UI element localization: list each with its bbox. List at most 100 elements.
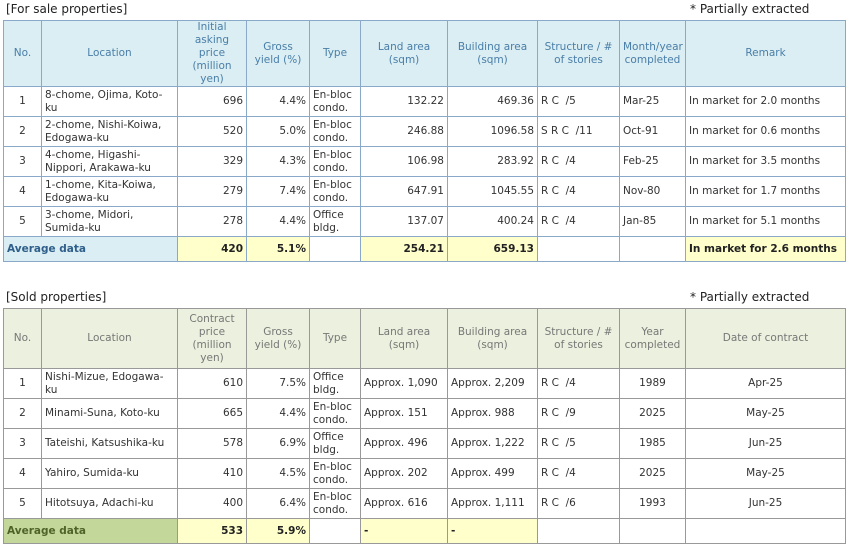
average-label: Average data xyxy=(3,236,178,262)
column-header: Building area (sqm) xyxy=(447,308,538,369)
table-cell: 4 xyxy=(3,458,42,489)
average-cell: 254.21 xyxy=(360,236,448,262)
table-cell: 2025 xyxy=(619,458,686,489)
table-cell: 5 xyxy=(3,206,42,237)
average-cell: - xyxy=(360,518,448,544)
column-header: Year completed xyxy=(619,308,686,369)
table-cell: En-bloc condo. xyxy=(309,176,361,207)
average-cell xyxy=(537,518,620,544)
table-cell: 647.91 xyxy=(360,176,448,207)
table-cell: Approx. 988 xyxy=(447,398,538,429)
table-cell: 7.4% xyxy=(246,176,310,207)
table-cell: 4.3% xyxy=(246,146,310,177)
table-cell: 578 xyxy=(177,428,247,459)
table-cell: 1989 xyxy=(619,368,686,399)
table-cell: En-bloc condo. xyxy=(309,146,361,177)
table-cell: Jun-25 xyxy=(685,428,846,459)
table-cell: En-bloc condo. xyxy=(309,116,361,147)
table-cell: 7.5% xyxy=(246,368,310,399)
table-row: 1 8-chome, Ojima, Koto-ku 696 4.4% En-bloc c… xyxy=(3,86,846,117)
table-cell: 3-chome, Midori, Sumida-ku xyxy=(41,206,178,237)
table-cell: 2 xyxy=(3,398,42,429)
column-header: Location xyxy=(41,308,178,369)
average-cell xyxy=(537,236,620,262)
table-cell: R C /5 xyxy=(537,428,620,459)
table-row: 5 Hitotsuya, Adachi-ku 400 6.4% En-bloc cond… xyxy=(3,488,846,519)
table-cell: 4.4% xyxy=(246,86,310,117)
column-header: Location xyxy=(41,20,178,87)
table-cell: R C /4 xyxy=(537,146,620,177)
column-header: Month/year completed xyxy=(619,20,686,87)
average-cell: 5.1% xyxy=(246,236,310,262)
average-cell: - xyxy=(447,518,538,544)
table-cell: 5.0% xyxy=(246,116,310,147)
table-cell: 4.4% xyxy=(246,398,310,429)
average-cell: 420 xyxy=(177,236,247,262)
table-cell: Nishi-Mizue, Edogawa-ku xyxy=(41,368,178,399)
table-cell: En-bloc condo. xyxy=(309,488,361,519)
table-row: 4 1-chome, Kita-Koiwa, Edogawa-ku 279 7.4% E… xyxy=(3,176,846,207)
section-label: [Sold properties] xyxy=(6,290,107,304)
table-cell: R C /4 xyxy=(537,176,620,207)
table-cell: 278 xyxy=(177,206,247,237)
table-cell: 2-chome, Nishi-Koiwa, Edogawa-ku xyxy=(41,116,178,147)
table-cell: 1096.58 xyxy=(447,116,538,147)
average-cell xyxy=(309,236,361,262)
table-cell: Approx. 499 xyxy=(447,458,538,489)
table-cell: 4.5% xyxy=(246,458,310,489)
table-cell: R C /5 xyxy=(537,86,620,117)
table-cell: Approx. 1,090 xyxy=(360,368,448,399)
table-cell: Jan-85 xyxy=(619,206,686,237)
table-row: 1 Nishi-Mizue, Edogawa-ku 610 7.5% Office bl… xyxy=(3,368,846,399)
table-cell: 400 xyxy=(177,488,247,519)
table-cell: 665 xyxy=(177,398,247,429)
table-cell: En-bloc condo. xyxy=(309,458,361,489)
table-cell: Approx. 202 xyxy=(360,458,448,489)
table-cell: Approx. 1,222 xyxy=(447,428,538,459)
table-cell: Nov-80 xyxy=(619,176,686,207)
average-label: Average data xyxy=(3,518,178,544)
table-cell: 696 xyxy=(177,86,247,117)
table-cell: 1993 xyxy=(619,488,686,519)
table-cell: In market for 3.5 months xyxy=(685,146,846,177)
table-cell: 410 xyxy=(177,458,247,489)
table-cell: 8-chome, Ojima, Koto-ku xyxy=(41,86,178,117)
average-cell xyxy=(619,236,686,262)
table-cell: Minami-Suna, Koto-ku xyxy=(41,398,178,429)
table-cell: 1985 xyxy=(619,428,686,459)
table-cell: Approx. 1,111 xyxy=(447,488,538,519)
table-cell: 400.24 xyxy=(447,206,538,237)
table-cell: 610 xyxy=(177,368,247,399)
table-cell: Jun-25 xyxy=(685,488,846,519)
column-header: Land area (sqm) xyxy=(360,20,448,87)
average-cell: 659.13 xyxy=(447,236,538,262)
table-cell: In market for 0.6 months xyxy=(685,116,846,147)
average-row: Average data 420 5.1% 254.21 659.13 In market… xyxy=(3,236,846,262)
table-cell: Approx. 151 xyxy=(360,398,448,429)
table-cell: Approx. 616 xyxy=(360,488,448,519)
average-cell: In market for 2.6 months xyxy=(685,236,846,262)
average-row: Average data 533 5.9% - - xyxy=(3,518,846,544)
table-cell: Yahiro, Sumida-ku xyxy=(41,458,178,489)
table-cell: 1 xyxy=(3,368,42,399)
column-header: Initial asking price (million yen) xyxy=(177,20,247,87)
table-cell: R C /6 xyxy=(537,488,620,519)
table-cell: 279 xyxy=(177,176,247,207)
table-cell: 4.4% xyxy=(246,206,310,237)
data-table: No. Location Initial asking price (million… xyxy=(3,20,846,262)
column-header: Type xyxy=(309,308,361,369)
average-cell: 533 xyxy=(177,518,247,544)
table-cell: En-bloc condo. xyxy=(309,398,361,429)
table-cell: Office bldg. xyxy=(309,368,361,399)
table-cell: 2025 xyxy=(619,398,686,429)
table-cell: May-25 xyxy=(685,458,846,489)
average-cell xyxy=(309,518,361,544)
table-row: 2 Minami-Suna, Koto-ku 665 4.4% En-bloc cond… xyxy=(3,398,846,429)
data-table: No. Location Contract price (million yen) G… xyxy=(3,308,846,544)
table-row: 5 3-chome, Midori, Sumida-ku 278 4.4% Office… xyxy=(3,206,846,237)
table-cell: In market for 5.1 months xyxy=(685,206,846,237)
section-note: * Partially extracted xyxy=(690,2,810,16)
table-cell: 137.07 xyxy=(360,206,448,237)
column-header: No. xyxy=(3,308,42,369)
